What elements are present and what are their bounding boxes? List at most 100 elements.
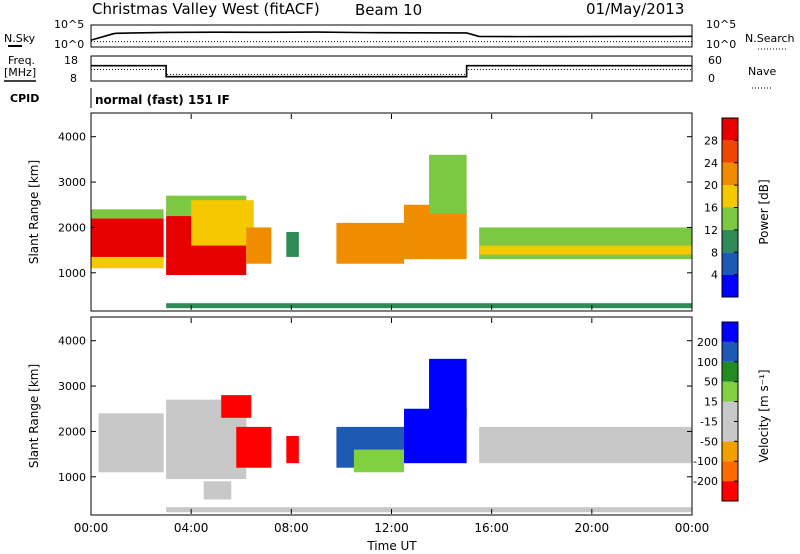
- colorbar-segment: [722, 162, 738, 186]
- colorbar-segment: [722, 118, 738, 141]
- noise-panel-frame: [90, 24, 693, 48]
- power-heatmap-cells: [91, 154, 692, 309]
- velocity-colorbar-label-text: Velocity [m s⁻¹]: [757, 369, 771, 462]
- power-colorbar: 4 8 12 16 20 24 28: [704, 117, 739, 298]
- y-tick-label: 2000: [58, 221, 86, 234]
- colorbar-segment: [722, 421, 738, 442]
- colorbar-tick-label: -15: [700, 415, 718, 428]
- y-tick-label: 4000: [58, 131, 86, 144]
- x-tick-label: 20:00: [575, 521, 610, 535]
- y-tick-label: 2000: [58, 425, 86, 438]
- colorbar-segment: [722, 207, 738, 230]
- cpid-value: normal (fast) 151 IF: [95, 93, 230, 107]
- power-y-ticks: 1000 2000 3000 4000: [58, 131, 692, 280]
- x-tick-label: 08:00: [274, 521, 309, 535]
- freq-tick-lo: 8: [70, 72, 77, 85]
- heatmap-region: [429, 358, 467, 418]
- heatmap-region: [91, 218, 164, 260]
- frequency-panel-frame: [90, 55, 693, 82]
- colorbar-segment: [722, 140, 738, 163]
- y-tick-label: 1000: [58, 267, 86, 280]
- nsky-label: N.Sky: [4, 32, 36, 45]
- colorbar-tick-label: 20: [704, 179, 718, 192]
- heatmap-region: [166, 507, 692, 513]
- colorbar-tick-label: -50: [700, 435, 718, 448]
- heatmap-region: [429, 154, 467, 214]
- heatmap-region: [336, 222, 405, 264]
- nave-tick-lo: 0: [708, 72, 715, 85]
- station-title: Christmas Valley West (fitACF): [92, 0, 320, 18]
- colorbar-segment: [722, 252, 738, 275]
- velocity-heatmap-cells: [98, 358, 692, 513]
- colorbar-segment: [722, 185, 738, 208]
- heatmap-region: [404, 204, 467, 260]
- colorbar-tick-label: -200: [693, 475, 718, 488]
- x-tick-label: 16:00: [474, 521, 509, 535]
- heatmap-region: [246, 227, 272, 264]
- colorbar-segment: [722, 461, 738, 482]
- colorbar-tick-label: 8: [711, 246, 718, 259]
- freq-series-line: [91, 64, 692, 78]
- heatmap-region: [479, 426, 692, 464]
- nsky-series-line: [90, 31, 693, 41]
- x-axis-label: Time UT: [366, 539, 417, 553]
- colorbar-tick-label: 12: [704, 224, 718, 237]
- freq-label-line2: [MHz]: [4, 66, 36, 79]
- colorbar-segment: [722, 274, 738, 297]
- heatmap-region: [91, 209, 164, 219]
- x-tick-label: 04:00: [174, 521, 209, 535]
- freq-tick-hi: 18: [64, 54, 78, 67]
- nsearch-label: N.Search: [745, 32, 795, 45]
- power-colorbar-label: Power [dB]: [757, 179, 771, 244]
- colorbar-segment: [722, 322, 738, 342]
- colorbar-segment: [722, 481, 738, 501]
- heatmap-region: [166, 303, 692, 309]
- heatmap-region: [191, 200, 254, 246]
- colorbar-tick-label: 24: [704, 157, 718, 170]
- velocity-panel-frame: [90, 316, 693, 516]
- x-tick-label: 12:00: [374, 521, 409, 535]
- velocity-x-ticks: 00:00 04:00 08:00 12:00 16:00 20:00 00:00: [74, 318, 710, 535]
- colorbar-tick-label: 28: [704, 134, 718, 147]
- date-label: 01/May/2013: [586, 0, 684, 18]
- colorbar-tick-label: 200: [697, 336, 718, 349]
- x-tick-label: 00:00: [74, 521, 109, 535]
- noise-tick-right-lo: 10^0: [706, 38, 736, 51]
- power-y-axis-label-text: Slant Range [km]: [27, 160, 41, 264]
- noise-tick-left-hi: 10^5: [54, 18, 84, 31]
- power-x-ticks: [90, 114, 693, 310]
- heatmap-region: [91, 256, 164, 269]
- colorbar-segment: [722, 441, 738, 462]
- y-tick-label: 3000: [58, 176, 86, 189]
- heatmap-region: [479, 245, 692, 255]
- heatmap-region: [236, 426, 272, 468]
- heatmap-region: [98, 413, 164, 473]
- velocity-colorbar-label: Velocity [m s⁻¹]: [757, 369, 771, 462]
- velocity-y-axis-label-text: Slant Range [km]: [27, 364, 41, 468]
- noise-tick-left-lo: 10^0: [54, 38, 84, 51]
- colorbar-tick-label: 50: [704, 376, 718, 389]
- power-panel-frame: [90, 112, 693, 312]
- heatmap-region: [286, 435, 299, 464]
- velocity-panel: 1000 2000 3000 4000 00:00 04:00 08:00 12:00 16:…: [27, 316, 771, 553]
- y-tick-label: 3000: [58, 380, 86, 393]
- colorbar-tick-label: 16: [704, 202, 718, 215]
- noise-tick-right-hi: 10^5: [706, 18, 736, 31]
- colorbar-tick-label: -100: [693, 455, 718, 468]
- heatmap-region: [203, 481, 232, 500]
- power-y-axis-label: Slant Range [km]: [27, 160, 41, 264]
- velocity-y-axis-label: Slant Range [km]: [27, 364, 41, 468]
- colorbar-tick-label: 100: [697, 356, 718, 369]
- x-tick-label: 00:00: [675, 521, 710, 535]
- noise-panel: N.Sky 10^5 10^0 10^5 10^0 N.Search: [4, 18, 795, 51]
- y-tick-label: 1000: [58, 471, 86, 484]
- colorbar-segment: [722, 361, 738, 382]
- colorbar-segment: [722, 341, 738, 362]
- heatmap-region: [353, 449, 405, 473]
- velocity-y-ticks: 1000 2000 3000 4000: [58, 335, 692, 484]
- power-panel: 1000 2000 3000 4000 Slant Range [km] 4 8 12 16…: [27, 112, 771, 312]
- colorbar-segment: [722, 229, 738, 253]
- frequency-panel: Freq. [MHz] 18 8 60 0 Nave: [4, 54, 776, 89]
- beam-label: Beam 10: [355, 1, 422, 19]
